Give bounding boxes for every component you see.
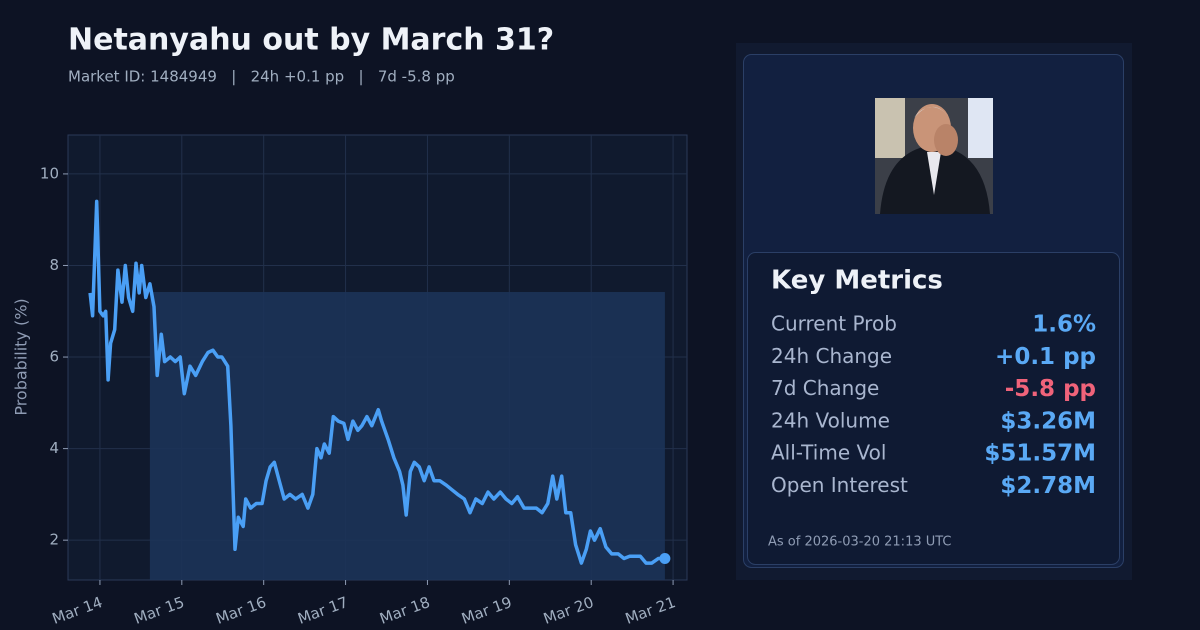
metric-label: 7d Change xyxy=(771,376,879,400)
y-tick-label: 4 xyxy=(49,439,59,457)
line-series xyxy=(88,199,665,565)
y-tick-label: 8 xyxy=(49,256,59,274)
metric-value: -5.8 pp xyxy=(1005,376,1096,402)
end-point xyxy=(659,552,671,564)
metric-label: Current Prob xyxy=(771,312,897,336)
as-of: As of 2026-03-20 21:13 UTC xyxy=(768,535,952,550)
subtitle: Market ID: 1484949 | 24h +0.1 pp | 7d -5… xyxy=(68,68,455,86)
metric-value: $51.57M xyxy=(984,441,1096,467)
metric-label: All-Time Vol xyxy=(771,441,886,465)
y-tick-label: 10 xyxy=(40,164,59,182)
metric-label: Open Interest xyxy=(771,473,908,497)
portrait-flag xyxy=(968,98,993,158)
portrait-bg-left xyxy=(875,98,905,158)
y-tick-label: 6 xyxy=(49,348,59,366)
y-axis-label: Probability (%) xyxy=(12,298,31,415)
portrait-shirt xyxy=(927,152,941,195)
metric-value: 1.6% xyxy=(1032,312,1096,338)
y-tick-label: 2 xyxy=(49,531,59,549)
portrait xyxy=(875,98,993,214)
metrics-card xyxy=(747,252,1120,565)
chart-title: Netanyahu out by March 31? xyxy=(68,23,554,58)
portrait-hair xyxy=(914,106,950,118)
metric-value: $2.78M xyxy=(1000,473,1096,499)
metric-label: 24h Change xyxy=(771,344,892,368)
portrait-hand xyxy=(934,124,958,156)
metric-label: 24h Volume xyxy=(771,408,890,432)
metrics-title: Key Metrics xyxy=(771,266,943,296)
metric-value: +0.1 pp xyxy=(995,344,1096,370)
metric-value: $3.26M xyxy=(1000,408,1096,434)
